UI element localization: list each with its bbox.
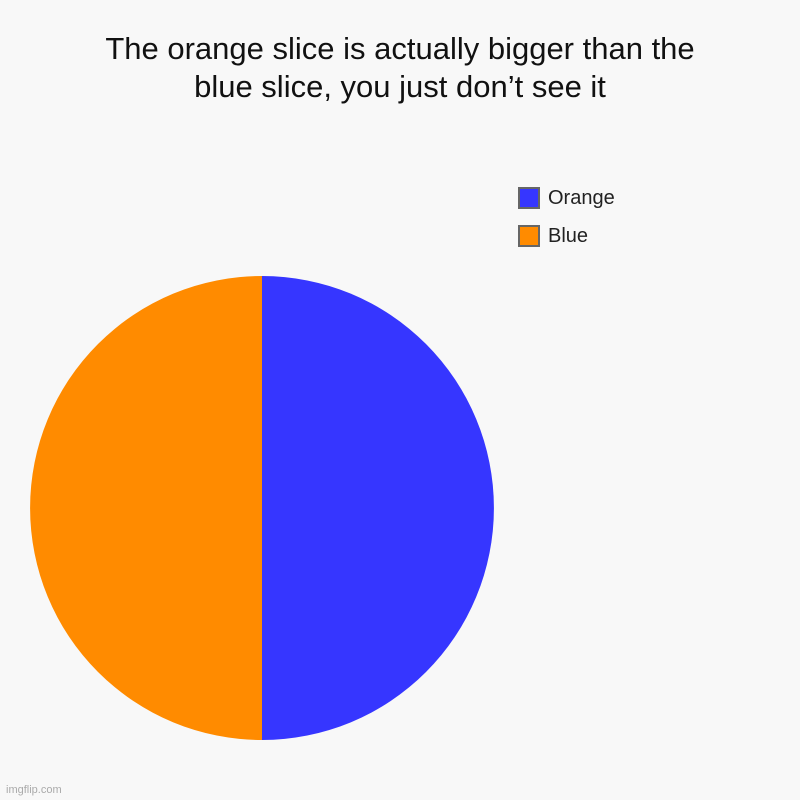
legend-item-blue: Blue bbox=[518, 217, 615, 255]
legend-item-orange: Orange bbox=[518, 179, 615, 217]
chart-title-line-1: The orange slice is actually bigger than… bbox=[105, 31, 695, 66]
legend-swatch-blue bbox=[518, 225, 540, 247]
pie-slice-orange bbox=[262, 276, 494, 740]
legend-label-orange: Orange bbox=[548, 186, 615, 209]
chart-title: The orange slice is actually bigger than… bbox=[0, 30, 800, 106]
pie-slice-blue bbox=[30, 276, 263, 740]
chart-title-line-2: blue slice, you just don’t see it bbox=[194, 69, 606, 104]
legend-swatch-orange bbox=[518, 187, 540, 209]
watermark: imgflip.com bbox=[6, 784, 62, 796]
legend-label-blue: Blue bbox=[548, 224, 589, 247]
legend: Orange Blue bbox=[518, 179, 615, 255]
